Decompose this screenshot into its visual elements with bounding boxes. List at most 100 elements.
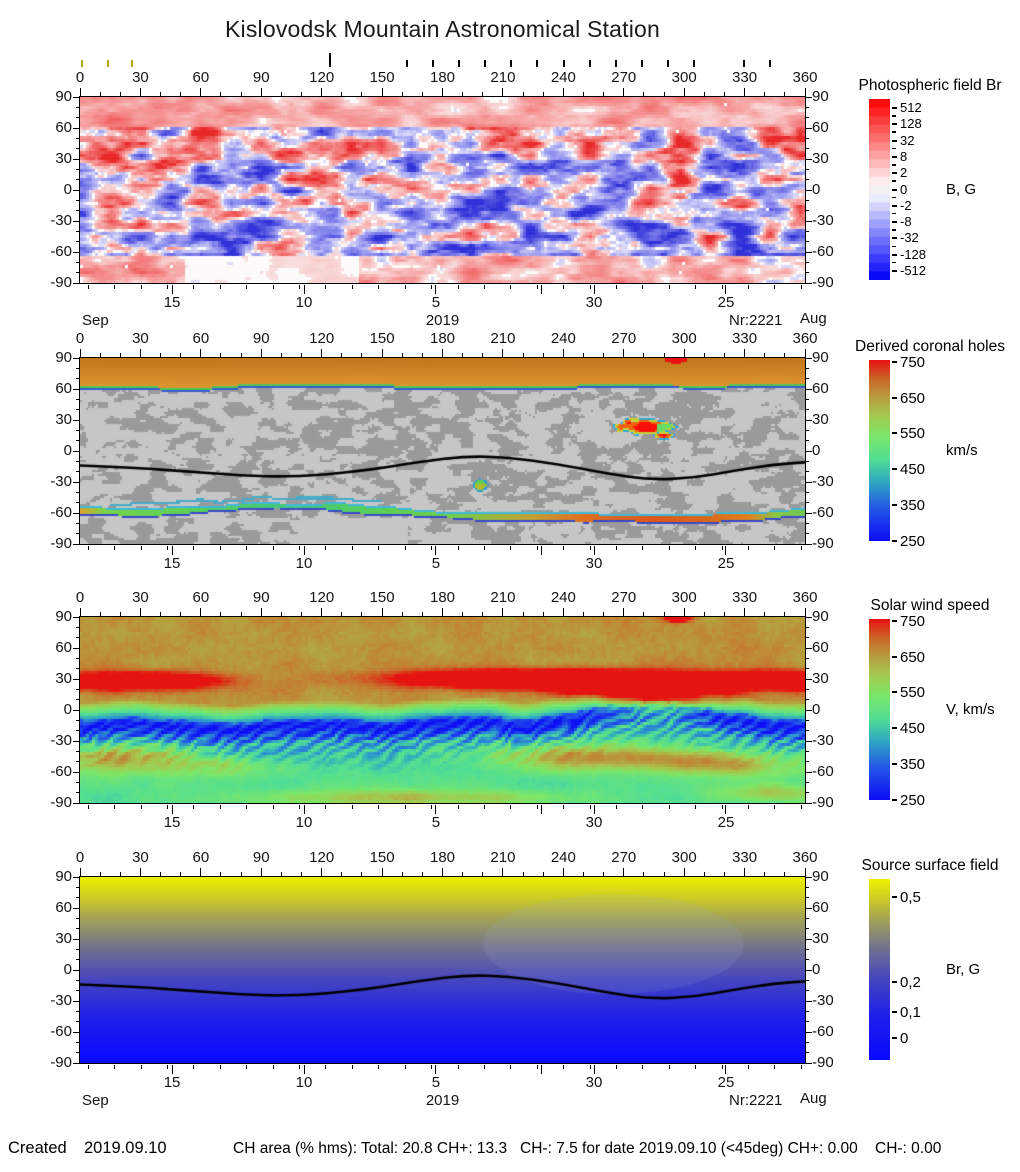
axis-tick (73, 251, 79, 253)
axis-tick (119, 612, 121, 616)
lon-tick-label: 120 (309, 849, 335, 866)
axis-tick (806, 409, 809, 411)
date-tick-label: 5 (431, 294, 441, 311)
created-label: Created (8, 1139, 67, 1157)
axis-tick (663, 872, 665, 876)
colorbar-title: Solar wind speed (870, 597, 990, 614)
axis-tick (744, 349, 746, 357)
lon-tick-label: 240 (550, 849, 576, 866)
lon-tick-label: 210 (490, 589, 516, 606)
axis-tick (806, 948, 809, 950)
axis-tick (483, 285, 485, 289)
colorbar-tick-label: 650 (900, 648, 926, 666)
axis-tick (806, 781, 809, 783)
date-tick-label: 30 (585, 294, 603, 311)
lat-tick-label: 90 (55, 868, 72, 885)
axis-tick (442, 88, 443, 96)
axis-tick (806, 647, 812, 649)
lat-tick-label: -60 (50, 504, 72, 521)
axis-tick (73, 189, 79, 191)
lat-tick-label: -60 (812, 504, 834, 521)
axis-tick (703, 872, 705, 876)
axis-tick (119, 92, 121, 96)
date-tick-label: 25 (717, 555, 735, 572)
axis-tick (280, 92, 282, 96)
axis-tick (272, 805, 274, 809)
axis-tick (668, 285, 670, 289)
axis-tick (421, 872, 423, 876)
created-date: 2019.09.10 (84, 1139, 167, 1157)
axis-tick (582, 353, 584, 357)
axis-tick (114, 1065, 116, 1069)
lat-tick-label: 0 (812, 701, 821, 718)
axis-tick (99, 872, 101, 876)
axis-tick (76, 917, 79, 919)
axis-tick (483, 805, 485, 809)
axis-tick (200, 868, 202, 876)
axis-tick (806, 440, 809, 442)
axis-tick (522, 92, 524, 96)
axis-tick (510, 285, 512, 289)
axis-tick (892, 468, 897, 471)
year-label: 2019 (425, 1092, 460, 1109)
lat-tick-label: 30 (812, 670, 829, 687)
axis-tick (774, 1065, 776, 1069)
lat-tick-label: -30 (50, 992, 72, 1009)
lat-tick-label: 0 (812, 181, 821, 198)
axis-tick (892, 798, 897, 801)
axis-tick (140, 1065, 142, 1069)
solar-wind-speed-colorbar (869, 619, 890, 800)
axis-tick (603, 92, 605, 96)
obs-day-tick (536, 60, 539, 67)
date-tick-label: 15 (163, 294, 181, 311)
axis-tick (892, 503, 897, 506)
lat-tick-label: -60 (812, 243, 834, 260)
axis-tick (325, 805, 327, 809)
axis-tick (139, 88, 141, 96)
axis-tick (180, 872, 182, 876)
obs-day-tick-olive (107, 60, 110, 67)
axis-tick (542, 612, 544, 616)
axis-tick (502, 88, 504, 96)
obs-day-tick (743, 60, 746, 67)
date-tick-label: 15 (163, 814, 181, 831)
axis-tick (806, 282, 812, 284)
colorbar-tick-label: -8 (900, 214, 912, 230)
axis-tick (167, 805, 169, 809)
colorbar-tick-label: -2 (900, 197, 912, 213)
panel-solar-wind-speed: 0 30 60 90 120 150 180 210 240 270 300 330 360 15 10 5 3… (50, 589, 833, 831)
axis-tick (723, 872, 725, 876)
axis-tick (892, 361, 897, 364)
obs-day-tick (484, 60, 487, 67)
axis-tick (73, 876, 79, 878)
axis-tick (240, 612, 242, 616)
panel-coronal-holes: 0 30 60 90 120 150 180 210 240 270 300 330 360 15 10 5 3… (50, 330, 833, 572)
axis-tick (892, 727, 897, 730)
axis-tick (563, 1065, 565, 1069)
axis-tick (615, 805, 617, 809)
axis-tick (401, 92, 403, 96)
axis-tick (806, 688, 809, 690)
axis-tick (160, 612, 162, 616)
axis-tick (510, 1065, 512, 1069)
obs-day-tick (432, 60, 435, 67)
axis-tick (73, 419, 79, 421)
axis-tick (462, 353, 464, 357)
axis-tick (721, 1065, 723, 1069)
axis-tick (114, 805, 116, 809)
axis-tick (76, 761, 79, 763)
axis-tick (240, 872, 242, 876)
axis-tick (79, 608, 81, 616)
axis-tick (76, 1010, 79, 1012)
lon-tick-label: 120 (309, 589, 335, 606)
axis-tick (76, 106, 79, 108)
axis-tick (73, 450, 79, 452)
axis-tick (502, 608, 504, 616)
axis-tick (806, 261, 809, 263)
axis-tick (784, 872, 786, 876)
colorbar-tick-label: -32 (900, 230, 919, 246)
axis-tick (536, 805, 538, 809)
lon-tick-label: 330 (732, 589, 758, 606)
colorbar-tick-label: -128 (900, 246, 927, 262)
